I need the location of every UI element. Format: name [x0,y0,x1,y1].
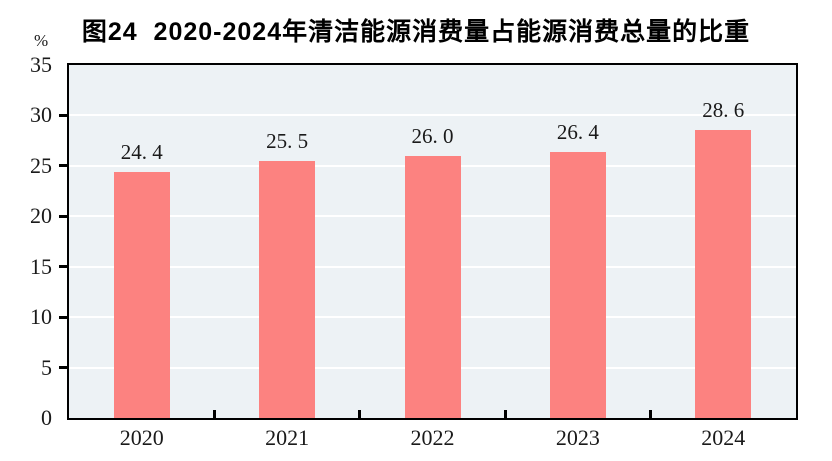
bar-2023 [549,151,606,418]
bar-value-label-2022: 26. 0 [411,123,454,148]
y-axis-tick-label: 35 [30,52,52,77]
bar-2024 [695,129,752,418]
bar-2022 [404,155,461,418]
y-axis-tick-label: 20 [30,203,52,229]
x-axis-label-2023: 2023 [555,425,600,450]
y-axis-tick [59,113,67,117]
y-axis-tick-label: 10 [30,304,52,330]
chart-title: 图24 2020-2024年清洁能源消费量占能源消费总量的比重 [81,18,751,46]
y-axis-tick [59,315,67,319]
bar-value-label-2020: 24. 4 [120,139,163,164]
bar-value-label-2023: 26. 4 [556,119,599,144]
y-axis-tick [59,366,67,370]
bar-2021 [259,160,316,418]
x-axis-tick [358,410,362,418]
y-axis-tick-label: 15 [30,253,52,279]
bar-value-label-2021: 25. 5 [266,128,309,153]
y-axis-tick-label: 0 [41,405,52,430]
x-axis-label-2022: 2022 [410,425,455,450]
x-axis-label-2024: 2024 [701,425,746,450]
y-axis-tick-label: 30 [30,102,52,128]
gridline [69,114,796,117]
bar-2020 [113,171,170,418]
y-axis-tick [59,265,67,269]
x-axis-label-2021: 2021 [265,425,310,450]
y-axis-tick [59,214,67,218]
x-axis-tick [503,410,507,418]
y-axis-unit-label: % [34,31,49,50]
y-axis-tick-label: 5 [41,354,52,380]
plot-area: 24. 4 25. 5 26. 0 26. 4 28. 6 [67,63,798,420]
x-axis-tick [212,410,216,418]
bar-value-label-2024: 28. 6 [702,97,745,122]
x-axis-tick [649,410,653,418]
y-axis-tick [59,164,67,168]
y-axis-tick-label: 25 [30,152,52,178]
x-axis-label-2020: 2020 [119,425,164,450]
